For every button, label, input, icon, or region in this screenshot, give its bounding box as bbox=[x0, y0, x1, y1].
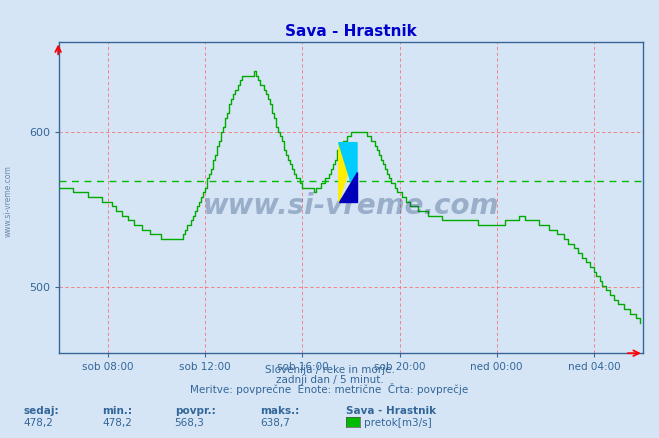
Text: min.:: min.: bbox=[102, 406, 132, 416]
Polygon shape bbox=[339, 172, 357, 202]
Text: 638,7: 638,7 bbox=[260, 418, 290, 428]
Text: sedaj:: sedaj: bbox=[23, 406, 59, 416]
Text: pretok[m3/s]: pretok[m3/s] bbox=[364, 418, 432, 428]
Text: Meritve: povprečne  Enote: metrične  Črta: povprečje: Meritve: povprečne Enote: metrične Črta:… bbox=[190, 383, 469, 396]
Text: Slovenija / reke in morje.: Slovenija / reke in morje. bbox=[264, 365, 395, 375]
Polygon shape bbox=[339, 143, 357, 202]
Text: Sava - Hrastnik: Sava - Hrastnik bbox=[346, 406, 436, 416]
Text: 478,2: 478,2 bbox=[102, 418, 132, 428]
Text: povpr.:: povpr.: bbox=[175, 406, 215, 416]
Text: 568,3: 568,3 bbox=[175, 418, 204, 428]
Polygon shape bbox=[339, 143, 357, 202]
Text: zadnji dan / 5 minut.: zadnji dan / 5 minut. bbox=[275, 375, 384, 385]
Text: maks.:: maks.: bbox=[260, 406, 300, 416]
Text: www.si-vreme.com: www.si-vreme.com bbox=[203, 192, 499, 220]
Title: Sava - Hrastnik: Sava - Hrastnik bbox=[285, 24, 416, 39]
Text: 478,2: 478,2 bbox=[23, 418, 53, 428]
Text: www.si-vreme.com: www.si-vreme.com bbox=[3, 166, 13, 237]
